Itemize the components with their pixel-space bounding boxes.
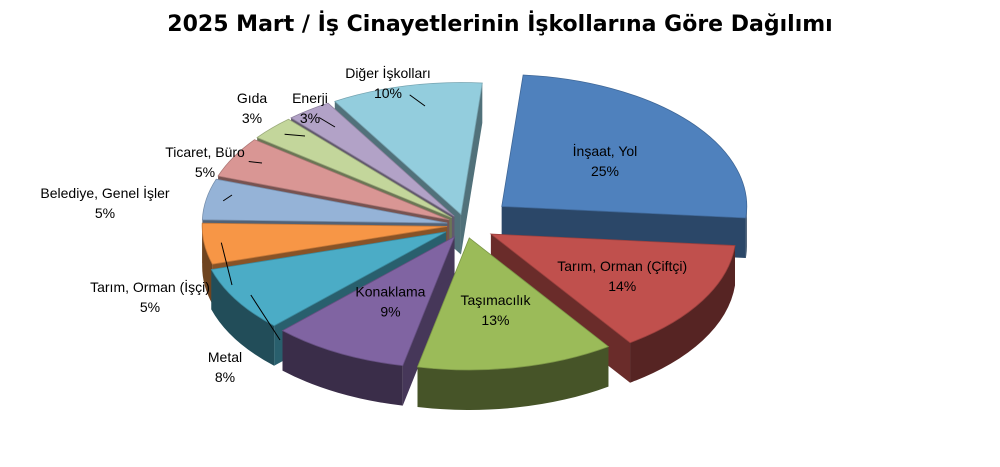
slice-rim	[211, 269, 275, 366]
pie-slice	[210, 231, 447, 327]
leader-line	[409, 94, 426, 107]
pie-slice	[290, 102, 455, 217]
pie-slice	[281, 235, 456, 367]
slice-rim	[745, 206, 747, 258]
slice-rim	[630, 245, 735, 383]
pie-slice	[416, 237, 610, 371]
pie-label-layer: İnşaat, Yol 25% Tarım, Orman (Çiftçi) 14% Ta…	[40, 64, 687, 385]
slice-label: İnşaat, Yol 25%	[573, 142, 638, 179]
slice-rim	[282, 330, 403, 406]
leader-line	[222, 194, 233, 202]
slice-label: Belediye, Genel İşler 5%	[40, 184, 170, 221]
slice-label: Enerji 3%	[292, 90, 328, 126]
leader-line	[248, 160, 263, 164]
leader-line	[318, 117, 336, 128]
pie-slice	[256, 118, 452, 219]
slice-label: Tarım, Orman (İşçi) 5%	[90, 278, 210, 315]
chart-title: 2025 Mart / İş Cinayetlerinin İşkolların…	[167, 12, 833, 37]
slice-rim	[417, 346, 609, 410]
slice-label: Konaklama 9%	[355, 283, 425, 319]
slice-label: Ticaret, Büro 5%	[165, 144, 245, 180]
pie-slice	[217, 139, 450, 221]
pie-slice	[201, 222, 448, 265]
pie-top-layer	[201, 74, 748, 371]
leader-line	[220, 242, 233, 286]
pie-slice	[201, 178, 448, 224]
pie-slice	[333, 82, 483, 216]
pie-slice	[489, 233, 736, 344]
pie-slice	[501, 74, 748, 219]
slice-side-wall	[460, 82, 483, 255]
leader-line	[250, 294, 281, 341]
slice-label: Metal 8%	[208, 349, 242, 385]
slice-label: Diğer İşkolları 10%	[345, 64, 431, 101]
leader-line	[284, 133, 306, 137]
slice-label: Tarım, Orman (Çiftçi) 14%	[557, 258, 687, 294]
slice-label: Taşımacılık 13%	[460, 292, 531, 328]
slice-label: Gıda 3%	[237, 90, 268, 126]
